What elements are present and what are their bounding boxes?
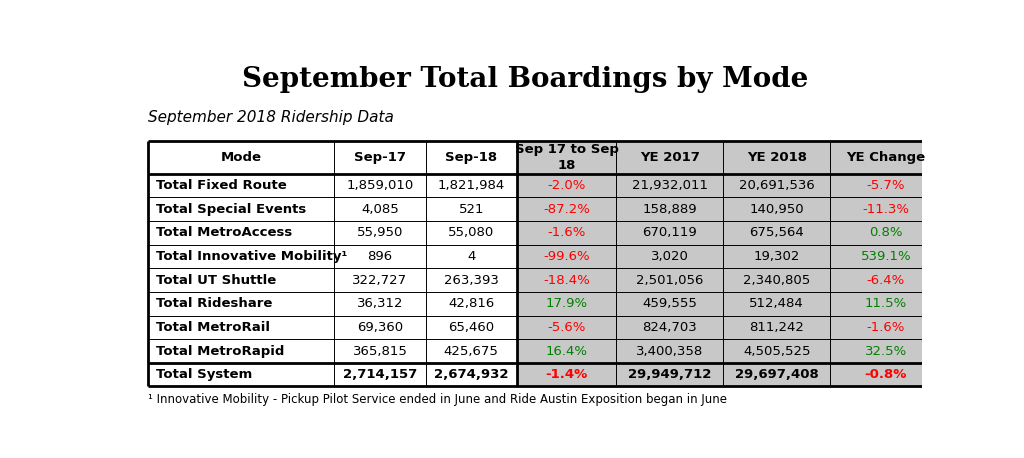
Text: 32.5%: 32.5%: [864, 344, 907, 358]
Text: 21,932,011: 21,932,011: [632, 179, 708, 192]
Text: 322,727: 322,727: [352, 273, 408, 287]
Text: YE Change: YE Change: [846, 151, 926, 164]
Text: YE 2017: YE 2017: [640, 151, 699, 164]
Text: Sep-18: Sep-18: [445, 151, 498, 164]
Text: 0.8%: 0.8%: [869, 226, 902, 240]
Text: Total System: Total System: [156, 368, 252, 381]
Bar: [517, 363, 941, 387]
Text: 29,697,408: 29,697,408: [735, 368, 818, 381]
Text: -5.7%: -5.7%: [866, 179, 905, 192]
Text: Sep-17: Sep-17: [354, 151, 406, 164]
Text: 4: 4: [467, 250, 475, 263]
Bar: [517, 197, 941, 221]
Text: 2,674,932: 2,674,932: [434, 368, 509, 381]
Text: 69,360: 69,360: [357, 321, 403, 334]
Text: -2.0%: -2.0%: [547, 179, 586, 192]
Text: 65,460: 65,460: [449, 321, 495, 334]
Text: 2,340,805: 2,340,805: [743, 273, 810, 287]
Text: Mode: Mode: [220, 151, 261, 164]
Text: 824,703: 824,703: [642, 321, 697, 334]
Text: 512,484: 512,484: [750, 297, 804, 310]
Text: -5.6%: -5.6%: [547, 321, 586, 334]
Text: 2,714,157: 2,714,157: [343, 368, 417, 381]
Text: Total Fixed Route: Total Fixed Route: [156, 179, 287, 192]
Text: 4,085: 4,085: [361, 203, 398, 216]
Text: 55,950: 55,950: [356, 226, 403, 240]
Text: 539.1%: 539.1%: [860, 250, 911, 263]
Text: Total MetroAccess: Total MetroAccess: [156, 226, 292, 240]
Text: 365,815: 365,815: [352, 344, 408, 358]
Bar: [517, 268, 941, 292]
Text: -11.3%: -11.3%: [862, 203, 909, 216]
Text: -87.2%: -87.2%: [543, 203, 590, 216]
Text: 36,312: 36,312: [356, 297, 403, 310]
Text: 17.9%: 17.9%: [546, 297, 588, 310]
Text: 670,119: 670,119: [642, 226, 697, 240]
Bar: [517, 245, 941, 268]
Text: 3,020: 3,020: [650, 250, 688, 263]
Text: 29,949,712: 29,949,712: [628, 368, 712, 381]
Bar: [517, 142, 941, 174]
Bar: [517, 339, 941, 363]
Bar: [517, 292, 941, 316]
Text: -1.6%: -1.6%: [866, 321, 905, 334]
Text: 1,859,010: 1,859,010: [346, 179, 414, 192]
Text: 2,501,056: 2,501,056: [636, 273, 703, 287]
Text: September 2018 Ridership Data: September 2018 Ridership Data: [147, 109, 393, 125]
Text: 811,242: 811,242: [750, 321, 804, 334]
Text: -18.4%: -18.4%: [543, 273, 590, 287]
Text: 11.5%: 11.5%: [864, 297, 907, 310]
Text: 19,302: 19,302: [754, 250, 800, 263]
Text: 55,080: 55,080: [449, 226, 495, 240]
Text: -1.4%: -1.4%: [546, 368, 588, 381]
Text: Total Rideshare: Total Rideshare: [156, 297, 272, 310]
Text: 140,950: 140,950: [750, 203, 804, 216]
Text: 521: 521: [459, 203, 484, 216]
Text: Total MetroRail: Total MetroRail: [156, 321, 269, 334]
Text: 20,691,536: 20,691,536: [739, 179, 815, 192]
Text: -6.4%: -6.4%: [866, 273, 905, 287]
Bar: [517, 221, 941, 245]
Text: 459,555: 459,555: [642, 297, 697, 310]
Text: 42,816: 42,816: [449, 297, 495, 310]
Text: -1.6%: -1.6%: [547, 226, 586, 240]
Text: 1,821,984: 1,821,984: [437, 179, 505, 192]
Text: YE 2018: YE 2018: [746, 151, 807, 164]
Text: -0.8%: -0.8%: [864, 368, 907, 381]
Text: 16.4%: 16.4%: [546, 344, 588, 358]
Text: Total MetroRapid: Total MetroRapid: [156, 344, 284, 358]
Text: Sep 17 to Sep
18: Sep 17 to Sep 18: [514, 143, 618, 172]
Text: Total Innovative Mobility¹: Total Innovative Mobility¹: [156, 250, 347, 263]
Text: 896: 896: [368, 250, 392, 263]
Bar: [517, 316, 941, 339]
Text: September Total Boardings by Mode: September Total Boardings by Mode: [242, 65, 808, 93]
Bar: [517, 174, 941, 197]
Text: 3,400,358: 3,400,358: [636, 344, 703, 358]
Text: 675,564: 675,564: [750, 226, 804, 240]
Text: -99.6%: -99.6%: [543, 250, 590, 263]
Text: Total UT Shuttle: Total UT Shuttle: [156, 273, 276, 287]
Text: 425,675: 425,675: [443, 344, 499, 358]
Text: ¹ Innovative Mobility - Pickup Pilot Service ended in June and Ride Austin Expos: ¹ Innovative Mobility - Pickup Pilot Ser…: [147, 393, 727, 406]
Text: 4,505,525: 4,505,525: [743, 344, 811, 358]
Text: 158,889: 158,889: [642, 203, 697, 216]
Text: Total Special Events: Total Special Events: [156, 203, 306, 216]
Text: 263,393: 263,393: [443, 273, 499, 287]
